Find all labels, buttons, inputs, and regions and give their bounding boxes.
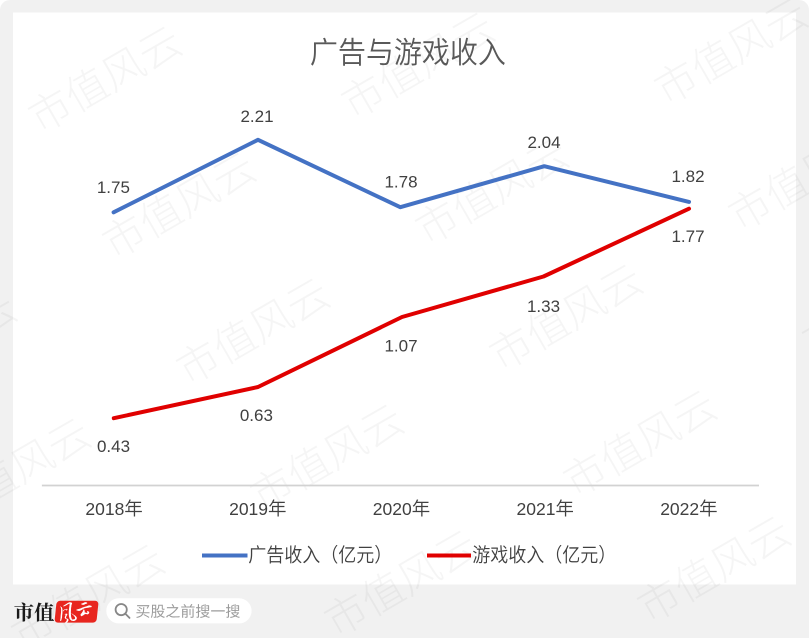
svg-text:2021: 2021	[517, 499, 556, 519]
svg-text:2018: 2018	[85, 499, 124, 519]
svg-text:0.63: 0.63	[240, 406, 273, 425]
svg-text:2020: 2020	[373, 499, 412, 519]
svg-text:2.21: 2.21	[240, 107, 273, 126]
svg-text:1.82: 1.82	[671, 167, 704, 186]
svg-text:1.78: 1.78	[384, 173, 417, 192]
svg-text:1.75: 1.75	[97, 178, 130, 197]
svg-text:2.04: 2.04	[527, 133, 560, 152]
svg-text:0.43: 0.43	[97, 437, 130, 456]
svg-text:1.33: 1.33	[527, 297, 560, 316]
svg-text:2019: 2019	[229, 499, 268, 519]
svg-text:2022: 2022	[660, 499, 699, 519]
svg-text:1.07: 1.07	[384, 337, 417, 356]
svg-text:1.77: 1.77	[671, 227, 704, 246]
